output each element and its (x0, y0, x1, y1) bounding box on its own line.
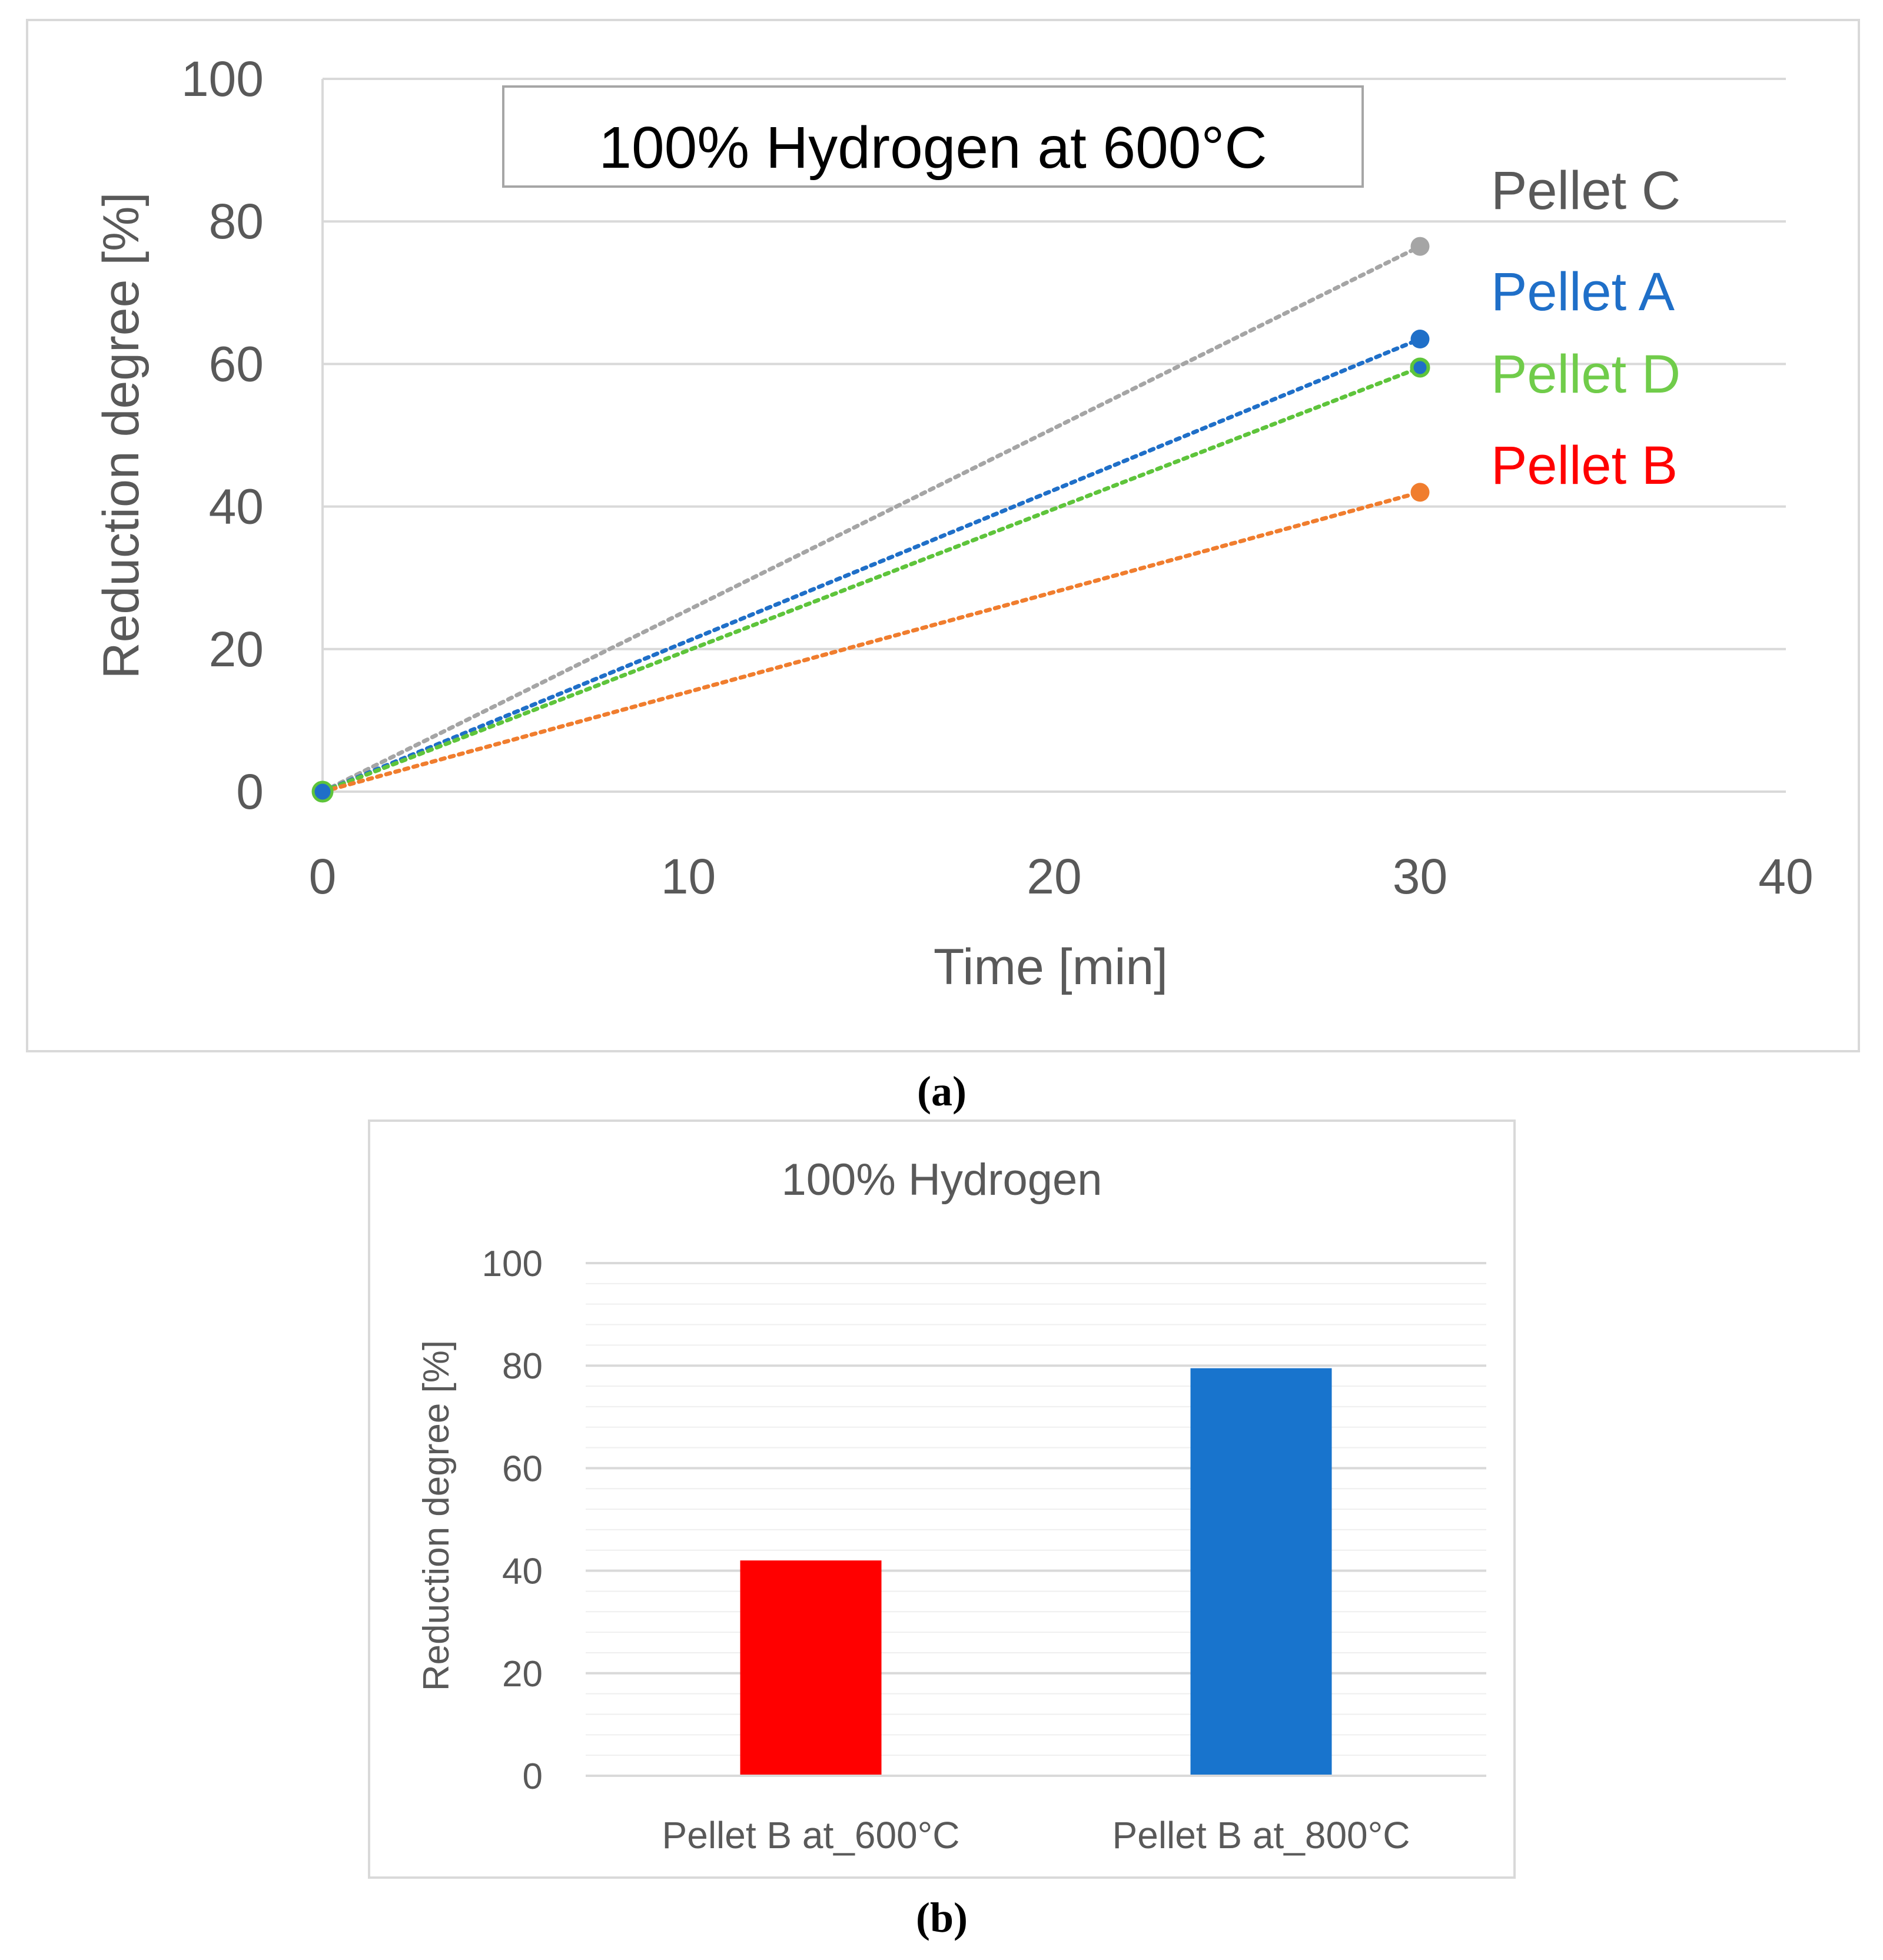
panel-a-x-tick-label: 10 (661, 849, 716, 904)
series-label-pellet-a: Pellet A (1491, 262, 1675, 322)
panel-a-x-tick-label: 0 (309, 849, 337, 904)
panel-a-y-tick-label: 60 (209, 336, 264, 391)
data-point-pellet-b (1410, 483, 1430, 502)
panel-a-x-tick-labels: 0 10 20 30 40 (309, 849, 1814, 904)
panel-a-label: (a) (917, 1068, 967, 1115)
panel-b-bars (586, 1368, 1486, 1777)
series-line-pellet-c (320, 244, 1422, 794)
panel-a-y-tick-label: 20 (209, 622, 264, 677)
panel-a-x-tick-label: 30 (1393, 849, 1447, 904)
series-label-pellet-d: Pellet D (1491, 344, 1681, 404)
panel-b: 100% Hydrogen 0 20 40 60 80 100 Pellet B at_6… (368, 1119, 1516, 1879)
panel-b-x-tick-label: Pellet B at_800°C (1112, 1814, 1410, 1856)
data-point-pellet-d-end (1410, 357, 1430, 378)
series-line-pellet-b (320, 490, 1422, 794)
series-label-pellet-c: Pellet C (1491, 161, 1681, 221)
panel-a-y-tick-labels: 0 20 40 60 80 100 (181, 51, 264, 819)
series-line-pellet-a (320, 337, 1422, 794)
panel-a-x-tick-label: 20 (1027, 849, 1081, 904)
panel-b-x-tick-label: Pellet B at_600°C (662, 1814, 960, 1856)
series-line-pellet-d (320, 365, 1422, 794)
panel-b-y-tick-label: 20 (502, 1654, 543, 1695)
panel-a-y-axis-title: Reduction degree [%] (93, 192, 150, 679)
panel-a-title: 100% Hydrogen at 600°C (599, 115, 1267, 181)
panel-b-y-tick-label: 60 (502, 1449, 543, 1489)
panel-a-y-tick-label: 0 (236, 764, 264, 819)
data-point-origin (311, 780, 334, 803)
panel-a-x-axis-title: Time [min] (934, 939, 1168, 995)
panel-a-y-tick-label: 100 (181, 51, 264, 107)
bar-2 (1190, 1368, 1332, 1776)
panel-a-series (311, 237, 1430, 803)
panel-a-title-box (502, 85, 1364, 188)
data-point-pellet-c (1410, 237, 1430, 256)
panel-b-y-tick-label: 80 (502, 1346, 543, 1387)
panel-b-gridlines (586, 1262, 1486, 1777)
panel-b-y-tick-label: 40 (502, 1552, 543, 1592)
panel-b-y-tick-label: 0 (523, 1756, 543, 1797)
panel-b-y-axis-title: Reduction degree [%] (416, 1340, 457, 1691)
panel-a-y-tick-label: 40 (209, 479, 264, 534)
panel-b-x-tick-labels: Pellet B at_600°C Pellet B at_800°C (662, 1814, 1410, 1856)
panel-b-y-tick-labels: 0 20 40 60 80 100 (482, 1244, 543, 1797)
panel-a-gridlines (323, 78, 1786, 793)
panel-a-y-tick-label: 80 (209, 194, 264, 249)
panel-b-title: 100% Hydrogen (781, 1155, 1102, 1205)
data-point-pellet-a (1410, 330, 1430, 349)
panel-b-y-tick-label: 100 (482, 1244, 543, 1284)
bar-1 (740, 1560, 882, 1776)
panel-b-label: (b) (916, 1894, 968, 1941)
panel-a-x-tick-label: 40 (1758, 849, 1813, 904)
series-label-pellet-b: Pellet B (1491, 436, 1678, 496)
panel-a-series-labels: Pellet C Pellet A Pellet D Pellet B (1491, 161, 1681, 496)
